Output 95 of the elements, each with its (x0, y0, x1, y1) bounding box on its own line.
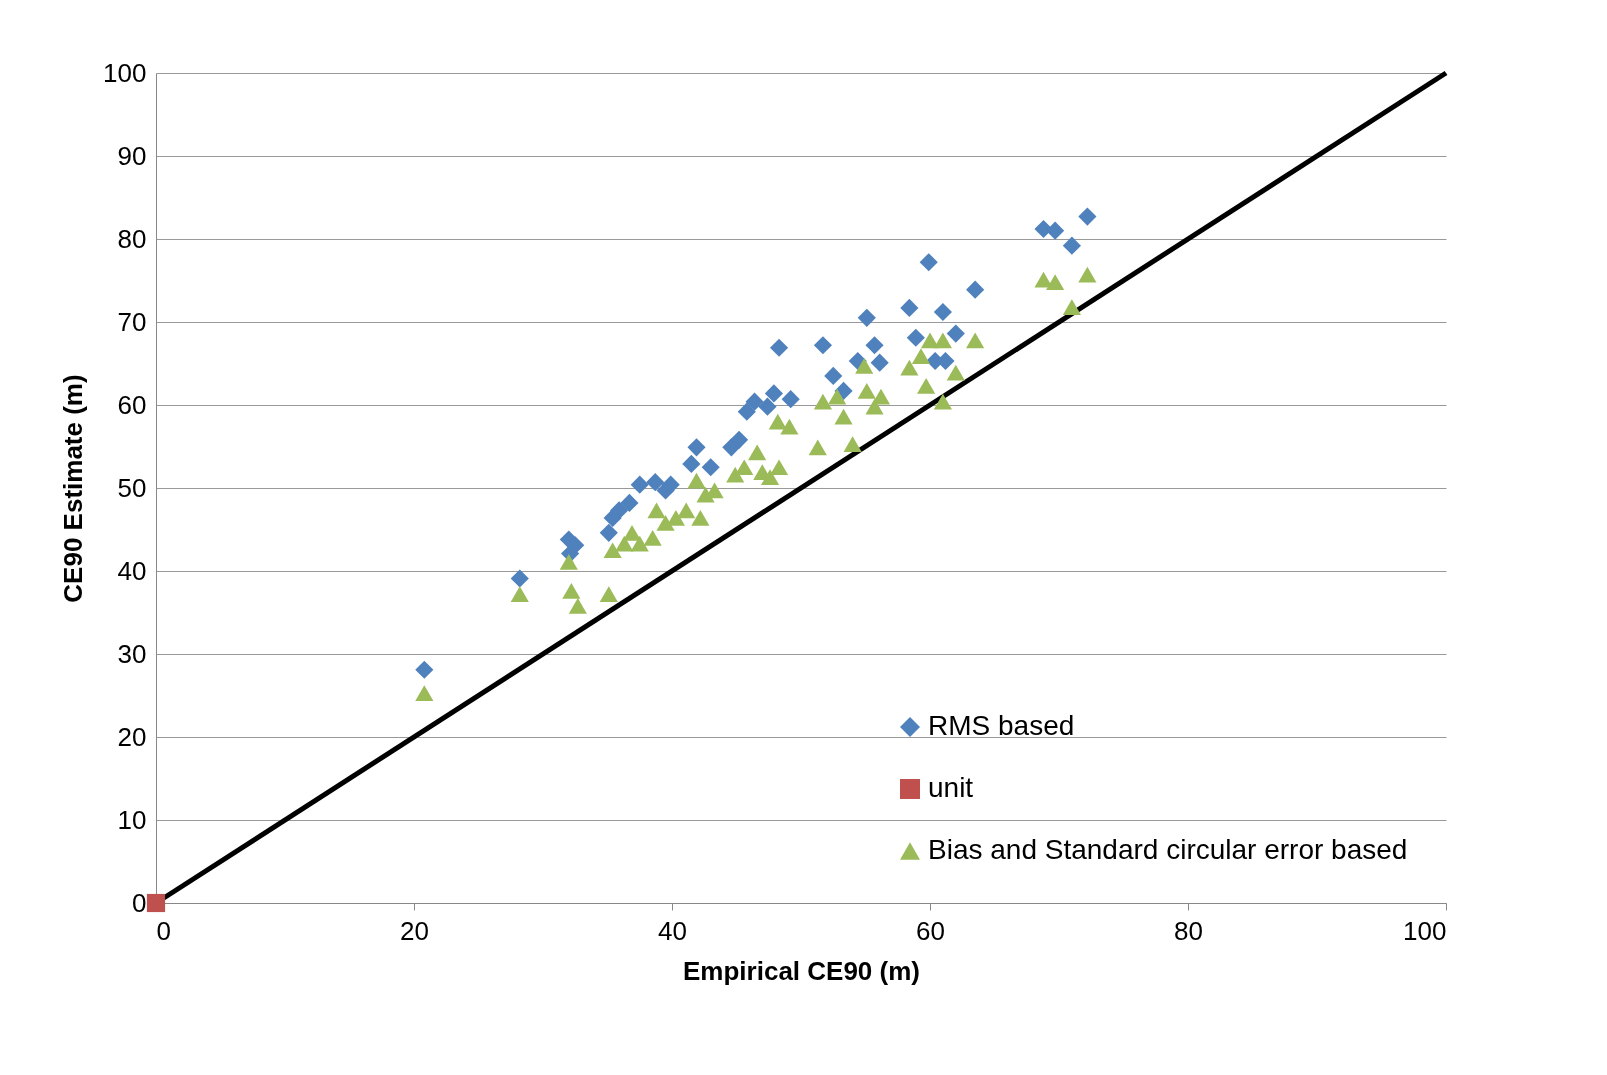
point (510, 569, 529, 588)
point (768, 413, 787, 430)
point (900, 298, 919, 317)
point (622, 524, 642, 541)
point (764, 384, 783, 403)
point (415, 685, 434, 701)
point (661, 475, 680, 494)
point (1078, 207, 1097, 226)
point (871, 388, 891, 405)
point (701, 458, 720, 477)
point (603, 542, 622, 559)
point (677, 502, 696, 519)
y-tick-label: 80 (117, 223, 147, 254)
point (562, 583, 581, 599)
point (933, 393, 952, 410)
y-tick-label: 100 (103, 57, 147, 88)
point (737, 402, 756, 421)
point (656, 514, 675, 531)
x-tick-label: 100 (1403, 915, 1447, 946)
point (748, 444, 767, 461)
point (769, 459, 789, 476)
point (919, 253, 938, 272)
point (745, 392, 764, 411)
point (730, 430, 749, 449)
point (610, 501, 629, 520)
point (966, 280, 985, 299)
point (834, 408, 853, 425)
point (726, 466, 745, 483)
y-tick-label: 30 (117, 638, 147, 669)
point (630, 535, 649, 552)
point (687, 472, 706, 489)
point (630, 475, 649, 494)
point (760, 469, 780, 486)
point (780, 418, 799, 435)
point (568, 597, 587, 614)
point (781, 390, 800, 409)
y-tick-label: 0 (132, 887, 147, 918)
point (599, 523, 618, 542)
x-axis-title: Empirical CE90 (m) (683, 955, 920, 986)
x-tick-label: 0 (156, 915, 171, 946)
point (843, 436, 862, 452)
y-tick-label: 20 (117, 721, 147, 752)
legend-label: unit (928, 772, 974, 803)
point (857, 308, 876, 327)
point (735, 459, 754, 476)
point (946, 324, 965, 343)
point (870, 353, 889, 372)
point (1062, 236, 1081, 255)
x-tick-label: 20 (400, 915, 429, 946)
point (946, 364, 965, 381)
y-tick-label: 90 (117, 140, 147, 171)
point (865, 336, 884, 355)
point (855, 358, 874, 374)
point (691, 510, 710, 526)
point (917, 378, 936, 394)
point (769, 338, 789, 357)
point (643, 529, 662, 546)
point (824, 366, 843, 386)
x-tick-label: 40 (658, 915, 687, 946)
point (687, 438, 706, 457)
point (647, 502, 666, 519)
point (828, 388, 847, 405)
point (682, 454, 701, 474)
y-tick-label: 40 (117, 555, 147, 586)
point (813, 336, 833, 355)
point (1078, 266, 1097, 283)
point (857, 383, 876, 399)
point (510, 586, 529, 603)
point (1046, 274, 1065, 291)
point (599, 586, 618, 603)
y-tick-label: 60 (117, 389, 147, 420)
point (758, 397, 777, 416)
legend-label: Bias and Standard circular error based (928, 834, 1408, 865)
point (646, 473, 665, 492)
point (933, 332, 952, 349)
point (415, 660, 434, 679)
point (146, 893, 166, 913)
point (900, 359, 919, 376)
point (1062, 299, 1081, 315)
y-tick-label: 50 (117, 472, 147, 503)
point (813, 393, 833, 410)
x-tick-label: 80 (1174, 915, 1203, 946)
legend-label: RMS based (928, 710, 1075, 741)
y-axis-title: CE90 Estimate (m) (58, 374, 89, 603)
point (559, 554, 578, 570)
x-tick-label: 60 (916, 915, 945, 946)
point (808, 439, 827, 456)
point (1046, 221, 1065, 240)
point (966, 332, 985, 349)
y-tick-label: 70 (117, 306, 147, 337)
point (911, 348, 931, 364)
point (906, 328, 925, 347)
point (933, 302, 952, 322)
point (620, 493, 639, 513)
y-tick-label: 10 (117, 804, 147, 835)
